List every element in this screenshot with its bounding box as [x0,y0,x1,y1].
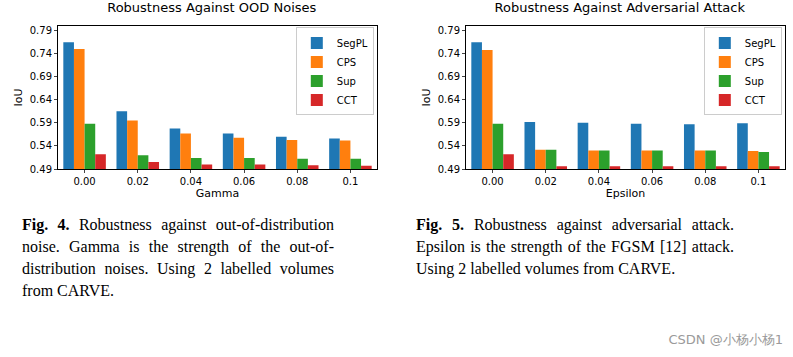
svg-text:0.00: 0.00 [73,176,95,187]
svg-text:CCT: CCT [745,95,766,106]
svg-text:0.04: 0.04 [180,176,202,187]
svg-text:0.04: 0.04 [588,176,610,187]
svg-text:Robustness Against OOD Noises: Robustness Against OOD Noises [107,0,316,15]
svg-text:CCT: CCT [337,95,358,106]
svg-text:IoU: IoU [12,88,25,106]
svg-text:IoU: IoU [420,88,433,106]
svg-text:0.74: 0.74 [438,48,460,59]
svg-text:0.79: 0.79 [30,25,52,36]
svg-text:0.54: 0.54 [30,140,52,151]
svg-text:Sup: Sup [337,76,356,87]
svg-text:0.02: 0.02 [535,176,557,187]
svg-text:Sup: Sup [745,76,764,87]
svg-text:0.06: 0.06 [233,176,255,187]
svg-text:Robustness Against Adversarial: Robustness Against Adversarial Attack [494,0,745,15]
svg-text:0.02: 0.02 [127,176,149,187]
svg-text:0.74: 0.74 [30,48,52,59]
svg-text:0.49: 0.49 [30,164,52,175]
svg-text:0.49: 0.49 [438,164,460,175]
svg-text:0.69: 0.69 [438,71,460,82]
svg-text:0.1: 0.1 [342,176,358,187]
html-text:Fig. 5. Robustness against adv: Fig. 5. Robustness against adversarial a… [416,216,734,277]
svg-text:0.64: 0.64 [30,94,52,105]
html-text:Fig. 4. Robustness against out: Fig. 4. Robustness against out-of-distri… [22,216,334,299]
svg-text:SegPL: SegPL [337,38,368,49]
svg-text:0.06: 0.06 [641,176,663,187]
svg-text:CPS: CPS [745,57,764,68]
svg-text:0.08: 0.08 [694,176,716,187]
svg-text:0.59: 0.59 [438,117,460,128]
svg-text:Epsilon: Epsilon [606,187,646,200]
svg-text:0.59: 0.59 [30,117,52,128]
svg-text:0.54: 0.54 [438,140,460,151]
svg-text:CPS: CPS [337,57,356,68]
svg-text:0.00: 0.00 [481,176,503,187]
svg-text:Gamma: Gamma [196,187,239,200]
svg-text:0.08: 0.08 [286,176,308,187]
svg-text:SegPL: SegPL [745,38,776,49]
svg-text:0.64: 0.64 [438,94,460,105]
svg-text:0.1: 0.1 [750,176,766,187]
svg-text:0.69: 0.69 [30,71,52,82]
svg-text:0.79: 0.79 [438,25,460,36]
html-text:CSDN @小杨小杨1: CSDN @小杨小杨1 [668,332,783,347]
